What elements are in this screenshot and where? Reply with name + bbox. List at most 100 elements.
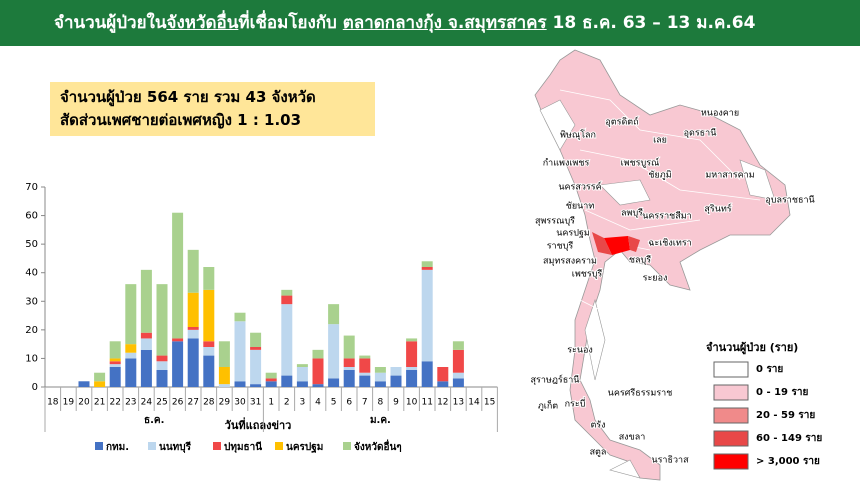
bar-segment <box>125 284 137 345</box>
province-label: ตรัง <box>590 421 605 431</box>
province-label: เพชรบูรณ์ <box>621 157 660 169</box>
y-tick-label: 50 <box>25 239 38 250</box>
x-tick-label: 7 <box>362 398 368 408</box>
province-label: นครราชสีมา <box>642 211 691 222</box>
hotspot-neighbours <box>592 232 640 255</box>
province-label: กระบี่ <box>565 397 586 410</box>
province-label: อุบลราชธานี <box>765 195 814 206</box>
x-tick-label: 26 <box>172 398 184 408</box>
samut-sakhon <box>604 236 630 255</box>
legend-title: จำนวนผู้ป่วย (ราย) <box>706 341 798 355</box>
bar-segment <box>374 367 386 373</box>
x-axis-title: วันที่แถลงข่าว <box>225 417 292 432</box>
bar-segment <box>312 349 324 359</box>
bar-segment <box>234 381 246 387</box>
info-line: สัดส่วนเพศชายต่อเพศหญิง 1 : 1.03 <box>60 111 302 129</box>
x-tick-label: 21 <box>94 398 105 408</box>
province-label: สงขลา <box>619 433 646 443</box>
bar-segment <box>172 341 184 387</box>
bar-segment <box>452 372 464 379</box>
province-label: ชัยนาท <box>566 202 595 212</box>
legend-item-label: 20 - 59 ราย <box>756 410 815 421</box>
bar-segment <box>187 292 199 327</box>
bar-segment <box>156 284 168 356</box>
legend-box <box>713 384 749 401</box>
bar-segment <box>437 367 449 382</box>
province-label: สุรินทร์ <box>704 203 731 215</box>
bar-segment <box>140 349 152 387</box>
title-part: ตลาดกลางกุ้ง จ.สมุทรสาคร <box>342 13 547 33</box>
title-part: จังหวัดอื่น <box>166 13 239 33</box>
bar-segment <box>296 367 308 382</box>
x-tick-label: 25 <box>156 398 167 408</box>
legend-label: นครปฐม <box>286 441 323 453</box>
bar-segment <box>250 349 262 385</box>
bar-segment <box>250 332 262 347</box>
bar-segment <box>203 341 215 347</box>
bar-segment <box>187 327 199 330</box>
x-tick-label: 14 <box>468 398 480 408</box>
bar-segment <box>374 381 386 387</box>
month-label: ธ.ค. <box>144 415 164 426</box>
legend-swatch <box>148 442 156 450</box>
x-tick-label: 15 <box>484 398 495 408</box>
bar-segment <box>140 332 152 339</box>
legend-label: จังหวัดอื่นๆ <box>354 439 402 453</box>
bar-segment <box>359 358 371 373</box>
x-tick-label: 18 <box>47 398 59 408</box>
province-label: ชลบุรี <box>629 255 651 266</box>
bar-segment <box>452 378 464 387</box>
bar-segment <box>109 364 121 367</box>
bar-segment <box>343 358 355 367</box>
bar-segment <box>359 355 371 359</box>
header: จำนวนผู้ป่วยในจังหวัดอื่นที่เชื่อมโยงกับ… <box>0 0 860 46</box>
bar-segment <box>421 269 433 362</box>
bar-segment <box>203 347 215 356</box>
legend-box <box>713 430 749 447</box>
bar-segment <box>281 295 293 305</box>
y-tick-label: 10 <box>25 353 38 364</box>
bar-segment <box>296 381 308 387</box>
bar-segment <box>265 381 277 387</box>
bar-segment <box>218 367 230 385</box>
province-label: นครศรีธรรมราช <box>608 388 673 399</box>
province-label: ระนอง <box>567 346 593 356</box>
x-tick-label: 22 <box>109 398 120 408</box>
bar-segment <box>390 375 402 387</box>
y-tick-label: 20 <box>25 325 38 336</box>
bar-segment <box>187 338 199 387</box>
bar-segment <box>125 344 137 353</box>
province-label: สุพรรณบุรี <box>535 216 575 227</box>
bar-segment <box>109 358 121 362</box>
bar-segment <box>187 249 199 293</box>
bar-segment <box>109 361 121 365</box>
bar-segment <box>109 341 121 359</box>
province-label: กำแพงเพชร <box>543 158 590 169</box>
white-provinces <box>539 99 776 479</box>
x-tick-label: 31 <box>250 398 261 408</box>
x-tick-label: 11 <box>421 398 432 408</box>
bar-segment <box>374 372 386 382</box>
province-label: นครสวรรค์ <box>558 181 601 193</box>
bar-segment <box>109 367 121 387</box>
bar-segment <box>421 261 433 267</box>
bar-segment <box>265 378 277 382</box>
x-tick-label: 8 <box>378 398 384 408</box>
x-tick-label: 4 <box>315 398 321 408</box>
bar-segment <box>452 349 464 373</box>
bar-segment <box>125 352 137 359</box>
bar-segment <box>281 375 293 387</box>
month-label: ม.ค. <box>370 415 391 426</box>
bar-segment <box>406 341 418 367</box>
bar-segment <box>94 381 106 387</box>
x-tick-label: 20 <box>78 398 90 408</box>
bar-segment <box>234 312 246 322</box>
header-title: จำนวนผู้ป่วยในจังหวัดอื่นที่เชื่อมโยงกับ… <box>54 0 755 46</box>
legend-item-label: 0 - 19 ราย <box>756 387 808 398</box>
province-label: ราชบุรี <box>547 241 574 252</box>
x-tick-label: 12 <box>437 398 448 408</box>
bar-segment <box>172 338 184 342</box>
legend-label: ปทุมธานี <box>224 441 262 453</box>
x-tick-label: 27 <box>187 398 198 408</box>
